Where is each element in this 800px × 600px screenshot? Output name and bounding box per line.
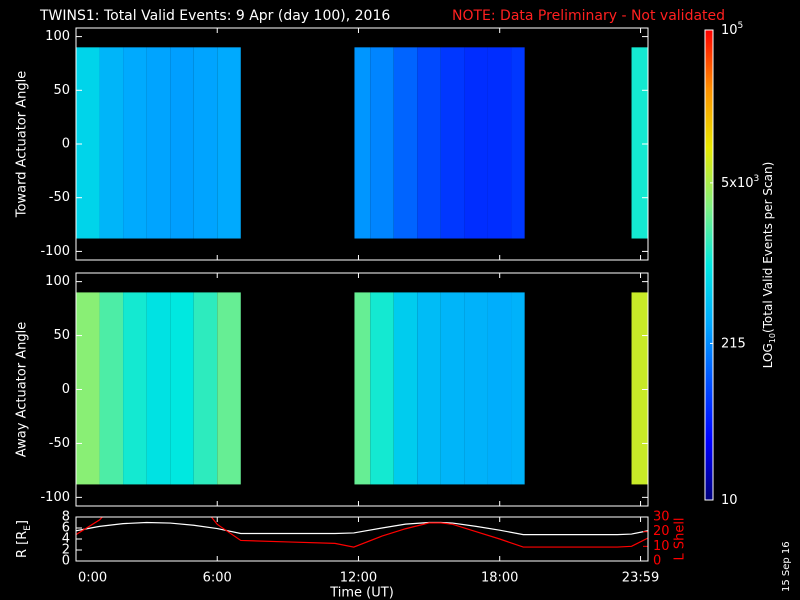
- heatmap-cell: [511, 292, 525, 485]
- series-line: [76, 521, 648, 536]
- y-tick-label: 0: [62, 137, 70, 152]
- y2-tick-label: 0: [653, 554, 661, 569]
- heatmap-cell: [193, 47, 218, 239]
- heatmap-cell: [370, 47, 394, 239]
- y-axis-label-part: E: [23, 525, 33, 531]
- colorbar-tick-exponent: 3: [754, 173, 760, 183]
- y-tick-label: 0: [62, 554, 70, 569]
- y-tick-label: 2: [62, 543, 70, 558]
- heatmap-cell: [146, 292, 171, 485]
- heatmap-cell: [370, 292, 394, 485]
- colorbar-tick-label: 105: [721, 21, 743, 38]
- y-tick-label: 6: [62, 521, 70, 536]
- y-tick-label: -100: [40, 244, 70, 259]
- y-tick-label: 50: [53, 328, 70, 343]
- heatmap-cell: [631, 292, 648, 485]
- x-tick-label: 0:00: [78, 571, 107, 586]
- heatmap-cell: [170, 47, 194, 239]
- y-axis-label-part: R [R: [15, 531, 30, 558]
- colorbar-label-part: LOG: [761, 343, 775, 368]
- heatmap-cell: [123, 292, 147, 485]
- x-tick-label: 6:00: [203, 571, 232, 586]
- note: NOTE: Data Preliminary - Not validated: [452, 8, 725, 24]
- heatmap-cell: [193, 292, 218, 485]
- heatmap-cell: [76, 292, 100, 485]
- colorbar-label: LOG10(Total Valid Events per Scan): [761, 162, 778, 369]
- heatmap-cell: [440, 292, 465, 485]
- y-tick-label: 0: [62, 382, 70, 397]
- colorbar-label-part: (Total Valid Events per Scan): [761, 162, 775, 333]
- colorbar-tick-text: 5x10: [721, 175, 754, 190]
- heatmap-cell: [123, 47, 147, 239]
- colorbar-tick-exponent: 5: [738, 21, 744, 31]
- x-tick-label: 18:00: [481, 571, 518, 586]
- y-axis-label: Toward Actuator Angle: [15, 71, 30, 218]
- heatmap-cell: [217, 47, 241, 239]
- colorbar-label-part: 10: [768, 333, 777, 343]
- heatmap-cell: [393, 292, 418, 485]
- y-tick-label: 100: [45, 29, 70, 44]
- heatmap-cell: [393, 47, 418, 239]
- heatmap-cell: [99, 292, 124, 485]
- y2-tick-label: 20: [653, 524, 670, 539]
- heatmap-cell: [487, 47, 512, 239]
- date-stamp: 15 Sep 16: [781, 541, 792, 592]
- y-tick-label: -50: [49, 436, 70, 451]
- x-tick-label: 23:59: [622, 571, 659, 586]
- colorbar-tick-label: 10: [721, 493, 738, 508]
- heatmap-cell: [170, 292, 194, 485]
- y2-tick-label: 10: [653, 539, 670, 554]
- y-tick-label: -100: [40, 490, 70, 505]
- y-axis-label: R [RE]: [15, 520, 33, 558]
- series-line: [76, 517, 648, 548]
- heatmap-cell: [217, 292, 241, 485]
- heatmap-cell: [487, 292, 512, 485]
- colorbar-tick-text: 10: [721, 493, 738, 508]
- y2-axis-label: L Shell: [673, 517, 688, 560]
- colorbar-tick-label: 5x103: [721, 173, 759, 190]
- colorbar-tick-label: 215: [721, 336, 746, 351]
- y-tick-label: 100: [45, 274, 70, 289]
- heatmap-cell: [417, 292, 441, 485]
- heatmap-cell: [99, 47, 124, 239]
- heatmap-cell: [76, 47, 100, 239]
- heatmap-cell: [464, 47, 488, 239]
- x-axis-label: Time (UT): [329, 586, 394, 600]
- colorbar-tick-text: 10: [721, 23, 738, 38]
- heatmap-cell: [417, 47, 441, 239]
- colorbar: [704, 29, 714, 501]
- y-tick-label: -50: [49, 190, 70, 205]
- x-tick-label: 12:00: [340, 571, 377, 586]
- heatmap-cell: [631, 47, 648, 239]
- y-tick-label: 8: [62, 510, 70, 525]
- heatmap-cell: [464, 292, 488, 485]
- heatmap-cell: [511, 47, 525, 239]
- heatmap-cell: [354, 292, 371, 485]
- heatmap-cell: [146, 47, 171, 239]
- title: TWINS1: Total Valid Events: 9 Apr (day 1…: [39, 8, 390, 24]
- colorbar-tick-text: 215: [721, 336, 746, 351]
- y-axis-label-part: ]: [15, 520, 30, 525]
- heatmap-cell: [354, 47, 371, 239]
- heatmap-cell: [440, 47, 465, 239]
- y-tick-label: 50: [53, 83, 70, 98]
- y2-tick-label: 30: [653, 510, 670, 525]
- y-axis-label: Away Actuator Angle: [15, 322, 30, 457]
- y-tick-label: 4: [62, 532, 70, 547]
